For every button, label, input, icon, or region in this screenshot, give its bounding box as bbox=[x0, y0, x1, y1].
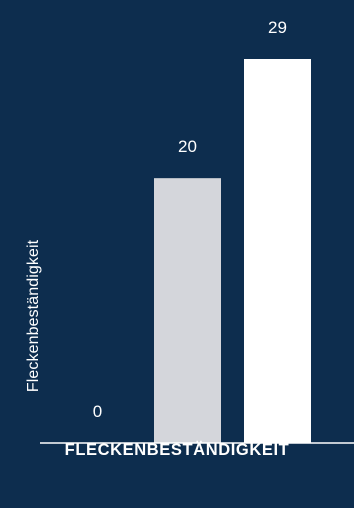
bar-2 bbox=[244, 59, 311, 443]
data-label-0: 0 bbox=[93, 402, 102, 421]
y-axis-label: Fleckenbeständigkeit bbox=[25, 239, 42, 393]
bars bbox=[154, 59, 311, 443]
x-axis-label: FLECKENBESTÄNDIGKEIT bbox=[64, 441, 290, 459]
data-label-2: 29 bbox=[268, 18, 287, 37]
data-label-1: 20 bbox=[178, 137, 197, 156]
data-labels: 0 20 29 bbox=[93, 18, 287, 421]
bar-1 bbox=[154, 178, 221, 443]
